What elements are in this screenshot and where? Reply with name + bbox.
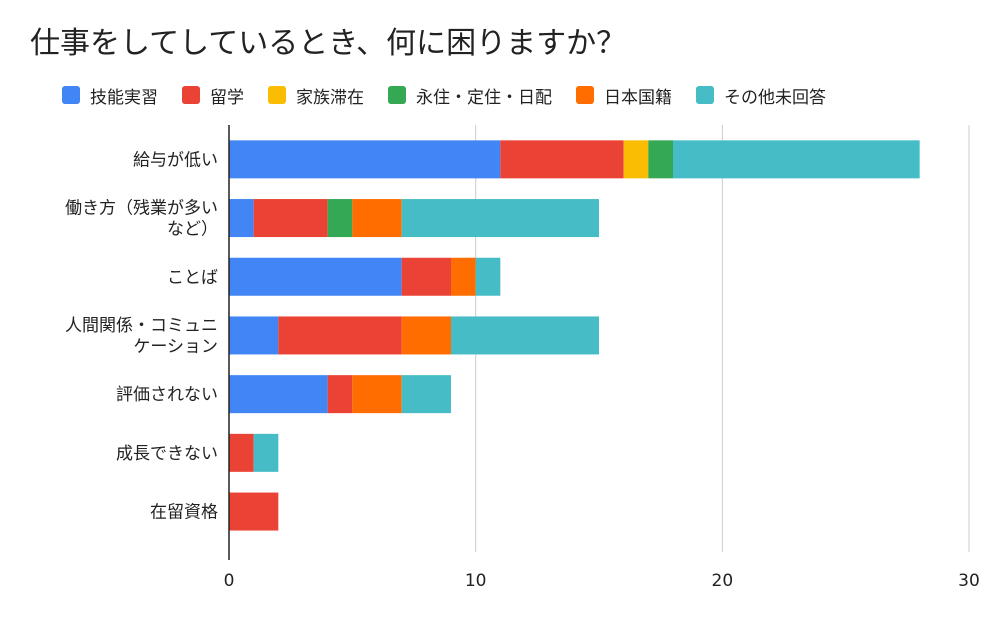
category-label: ことば — [167, 268, 218, 288]
bar-segment — [253, 433, 279, 472]
bar-segment — [229, 316, 279, 355]
category-label: 在留資格 — [150, 503, 218, 523]
legend-item-sonota[interactable]: その他未回答 — [696, 83, 826, 108]
legend-label: その他未回答 — [724, 87, 826, 108]
bars — [229, 140, 920, 531]
category-label: など） — [167, 220, 218, 240]
chart-title: 仕事をしてしているとき、何に困りますか？ — [30, 26, 627, 61]
bar-segment — [401, 199, 599, 238]
bar-segment — [500, 140, 624, 179]
bar-segment — [401, 375, 451, 414]
bar-segment — [352, 199, 402, 238]
category-label: 人間関係・コミュニ — [65, 316, 218, 336]
bar-segment — [451, 316, 599, 355]
legend-swatch — [696, 86, 714, 104]
bar-segment — [327, 375, 353, 414]
category-label: 成長できない — [116, 444, 218, 464]
bar-segment — [401, 316, 451, 355]
legend-label: 家族滞在 — [296, 87, 364, 108]
bar-segment — [623, 140, 649, 179]
legend-item-ryugaku[interactable]: 留学 — [182, 83, 244, 108]
legend-item-nihon-kokuseki[interactable]: 日本国籍 — [576, 83, 672, 108]
bar-segment — [673, 140, 920, 179]
legend: 技能実習 留学 家族滞在 永住・定住・日配 日本国籍 その他未回答 — [62, 82, 850, 108]
x-tick-label: 10 — [465, 571, 487, 591]
legend-swatch — [182, 86, 200, 104]
bar-segment — [475, 257, 501, 296]
x-tick-label: 20 — [712, 571, 734, 591]
legend-swatch — [576, 86, 594, 104]
bar-segment — [229, 140, 501, 179]
bar-segment — [352, 375, 402, 414]
x-tick-label: 0 — [224, 571, 235, 591]
legend-swatch — [62, 86, 80, 104]
legend-label: 技能実習 — [90, 87, 158, 108]
bar-segment — [648, 140, 673, 179]
bar-segment — [253, 199, 328, 238]
bar-segment — [327, 199, 353, 238]
legend-item-eiju-teiju[interactable]: 永住・定住・日配 — [388, 83, 552, 108]
category-label: ケーション — [133, 337, 218, 357]
legend-label: 永住・定住・日配 — [416, 87, 552, 108]
bar-segment — [229, 199, 254, 238]
bar-segment — [229, 257, 402, 296]
x-tick-label: 30 — [958, 571, 980, 591]
bar-segment — [278, 316, 402, 355]
legend-label: 留学 — [210, 87, 244, 108]
legend-item-kazoku-taizai[interactable]: 家族滞在 — [268, 83, 364, 108]
category-label: 評価されない — [116, 385, 218, 405]
legend-swatch — [388, 86, 406, 104]
category-label: 給与が低い — [133, 150, 218, 170]
legend-item-ginou-jisshu[interactable]: 技能実習 — [62, 83, 158, 108]
legend-label: 日本国籍 — [604, 87, 672, 108]
bar-segment — [401, 257, 451, 296]
bar-segment — [229, 375, 328, 414]
bar-segment — [451, 257, 476, 296]
legend-swatch — [268, 86, 286, 104]
category-label: 働き方（残業が多い — [65, 199, 218, 219]
bar-segment — [229, 433, 254, 472]
bar-segment — [229, 492, 279, 531]
